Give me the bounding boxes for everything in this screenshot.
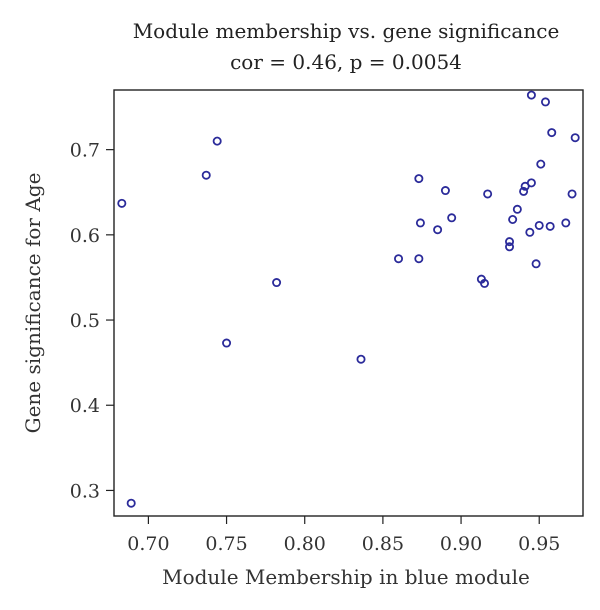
data-point xyxy=(117,198,127,208)
data-point xyxy=(272,278,282,288)
y-axis-label: Gene significance for Age xyxy=(21,173,45,434)
y-axis: 0.3 0.4 0.5 0.6 0.7 xyxy=(70,140,114,502)
data-point xyxy=(356,354,366,364)
data-point xyxy=(545,221,555,231)
data-point xyxy=(222,338,232,348)
x-tick-label: 0.90 xyxy=(440,533,482,555)
data-point xyxy=(440,186,450,196)
chart-subtitle: cor = 0.46, p = 0.0054 xyxy=(230,50,462,74)
data-point xyxy=(512,204,522,214)
data-point xyxy=(433,225,443,235)
x-tick-label: 0.80 xyxy=(284,533,326,555)
y-tick-label: 0.5 xyxy=(70,310,100,332)
data-point xyxy=(526,178,536,188)
data-point xyxy=(570,133,580,143)
data-point xyxy=(525,227,535,237)
data-point xyxy=(540,97,550,107)
data-point xyxy=(536,159,546,169)
data-point xyxy=(483,189,493,199)
data-point xyxy=(212,136,222,146)
x-axis: 0.70 0.75 0.80 0.85 0.90 0.95 xyxy=(127,516,560,555)
data-point xyxy=(505,237,515,247)
data-point xyxy=(519,186,529,196)
data-point xyxy=(201,170,211,180)
data-point xyxy=(547,128,557,138)
data-point xyxy=(531,259,541,269)
data-point xyxy=(567,189,577,199)
data-points xyxy=(117,90,580,508)
x-tick-label: 0.70 xyxy=(127,533,169,555)
x-axis-label: Module Membership in blue module xyxy=(162,565,530,589)
data-point xyxy=(480,278,490,288)
x-tick-label: 0.95 xyxy=(518,533,560,555)
y-tick-label: 0.7 xyxy=(70,140,100,162)
data-point xyxy=(526,90,536,100)
plot-frame xyxy=(113,89,584,517)
data-point xyxy=(534,220,544,230)
x-tick-label: 0.85 xyxy=(362,533,404,555)
data-point xyxy=(561,218,571,228)
data-point xyxy=(447,213,457,223)
data-point xyxy=(505,242,515,252)
data-point xyxy=(415,218,425,228)
x-tick-label: 0.75 xyxy=(205,533,247,555)
y-tick-label: 0.6 xyxy=(70,225,100,247)
data-point xyxy=(394,254,404,264)
data-point xyxy=(414,254,424,264)
data-point xyxy=(414,174,424,184)
data-point xyxy=(126,498,136,508)
y-tick-label: 0.4 xyxy=(70,395,100,417)
y-tick-label: 0.3 xyxy=(70,480,100,502)
chart-title: Module membership vs. gene significance xyxy=(133,19,560,43)
data-point xyxy=(508,215,518,225)
